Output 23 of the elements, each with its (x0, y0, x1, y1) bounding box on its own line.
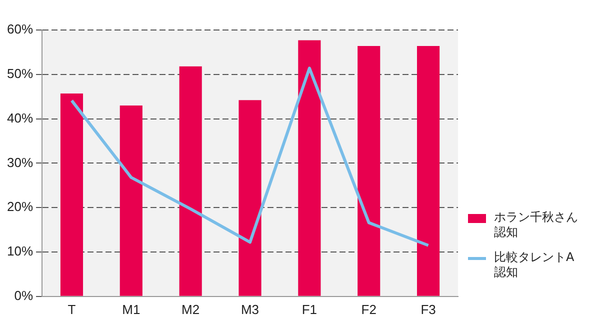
x-tick-label: F3 (420, 302, 436, 317)
bar (298, 40, 321, 296)
x-tick-label: M3 (240, 302, 260, 317)
y-tick-label: 50% (6, 66, 34, 81)
x-tick-label: F1 (302, 302, 318, 317)
x-tick-label: T (68, 302, 76, 317)
legend-label: ホラン千秋さん認知 (494, 210, 579, 240)
y-tick-label: 10% (6, 244, 34, 259)
y-tick-label: 0% (14, 288, 34, 303)
bar (416, 46, 440, 296)
x-tick-label: M1 (122, 302, 140, 317)
bar (60, 93, 84, 296)
bar (238, 100, 262, 296)
y-tick-label: 20% (6, 199, 34, 214)
bar (179, 66, 202, 296)
x-tick-label: M2 (182, 302, 200, 317)
bar (358, 46, 380, 296)
legend-label: 比較タレントA認知 (494, 250, 576, 280)
x-tick-label: F2 (361, 302, 376, 317)
y-tick-label: 40% (6, 110, 34, 126)
bar (120, 105, 142, 296)
y-tick-label: 30% (6, 154, 34, 170)
y-tick-label: 60% (6, 22, 34, 37)
